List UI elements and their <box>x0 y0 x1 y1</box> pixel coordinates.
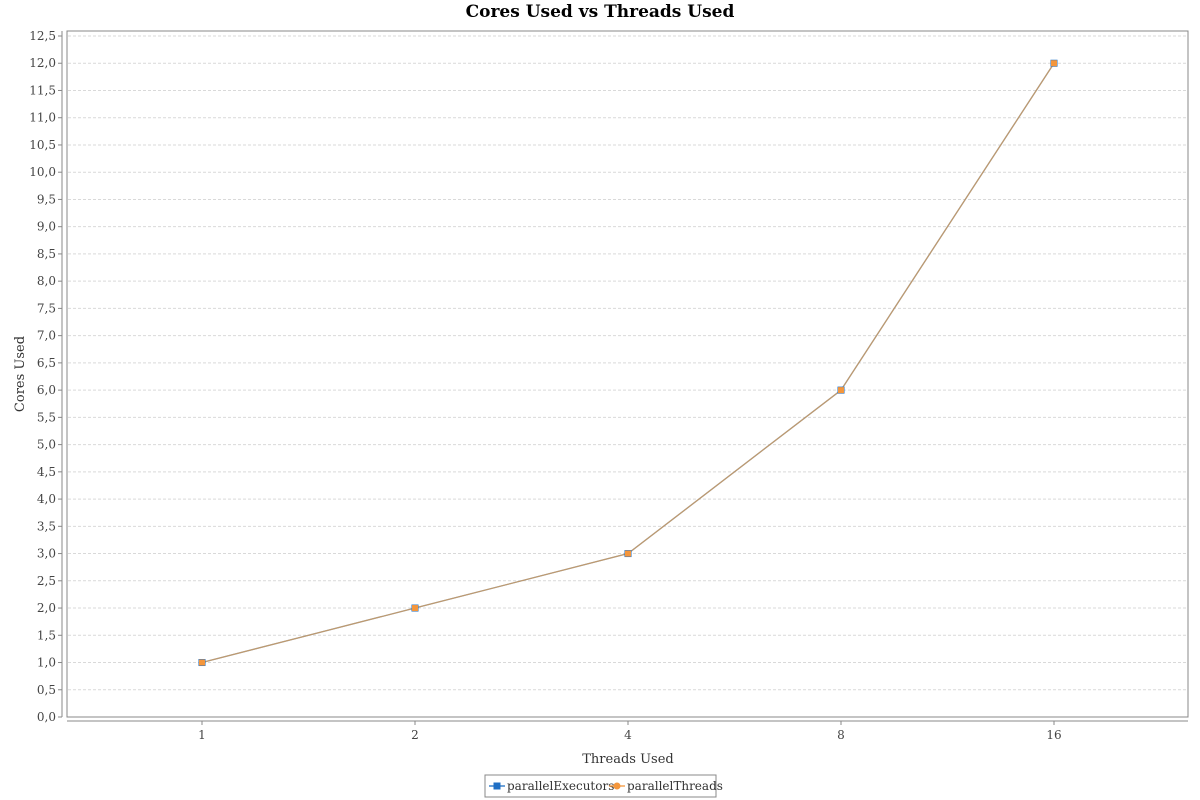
marker-parallelThreads <box>199 659 205 666</box>
y-tick-label: 0,0 <box>37 710 56 724</box>
marker-parallelThreads <box>625 550 631 557</box>
y-tick-label: 6,5 <box>37 356 56 370</box>
x-axis-ticks: 1 2 4 8 16 <box>67 720 1188 742</box>
y-tick-label: 7,5 <box>37 301 56 315</box>
x-axis-label: Threads Used <box>582 752 673 767</box>
y-tick-label: 5,5 <box>37 410 56 424</box>
y-tick-label: 0,5 <box>37 683 56 697</box>
y-tick-label: 3,0 <box>37 547 56 561</box>
chart-title: Cores Used vs Threads Used <box>466 2 735 22</box>
y-tick-label: 2,5 <box>37 574 56 588</box>
y-tick-label: 7,0 <box>37 329 56 343</box>
y-tick-label: 9,5 <box>37 192 56 206</box>
legend-marker-executors <box>493 782 501 790</box>
plot-area <box>66 30 1189 718</box>
x-tick-label: 1 <box>198 728 206 742</box>
x-tick-label: 16 <box>1046 728 1061 742</box>
legend-box <box>484 774 717 798</box>
grid-lines <box>68 35 1187 691</box>
legend-label-executors: parallelExecutors <box>507 779 614 793</box>
y-tick-label: 3,5 <box>37 519 56 533</box>
y-tick-label: 8,0 <box>37 274 56 288</box>
y-tick-label: 5,0 <box>37 438 56 452</box>
y-tick-label: 9,0 <box>37 220 56 234</box>
x-tick-label: 8 <box>837 728 845 742</box>
series-markers <box>198 59 1058 667</box>
y-tick-label: 2,0 <box>37 601 56 615</box>
marker-parallelThreads <box>838 387 844 394</box>
y-tick-label: 4,0 <box>37 492 56 506</box>
x-tick-label: 4 <box>624 728 632 742</box>
y-tick-label: 10,0 <box>29 165 56 179</box>
legend: parallelExecutors parallelThreads <box>484 774 723 798</box>
y-tick-label: 12,0 <box>29 56 56 70</box>
marker-parallelThreads <box>1051 60 1057 67</box>
marker-parallelThreads <box>412 605 418 612</box>
legend-marker-threads <box>613 782 621 790</box>
y-tick-label: 11,5 <box>29 83 56 97</box>
y-tick-label: 1,0 <box>37 656 56 670</box>
y-tick-label: 1,5 <box>37 628 56 642</box>
y-tick-label: 6,0 <box>37 383 56 397</box>
y-tick-label: 11,0 <box>29 111 56 125</box>
y-axis-ticks: 0,0 0,5 1,0 1,5 2,0 2,5 3,0 3,5 4,0 4,5 5,0 5,5 6,0 6… <box>29 29 63 724</box>
y-tick-label: 8,5 <box>37 247 56 261</box>
y-tick-label: 4,5 <box>37 465 56 479</box>
y-axis-label: Cores Used <box>13 336 28 412</box>
y-tick-label: 12,5 <box>29 29 56 43</box>
x-tick-label: 2 <box>411 728 419 742</box>
y-tick-label: 10,5 <box>29 138 56 152</box>
legend-label-threads: parallelThreads <box>627 779 723 793</box>
